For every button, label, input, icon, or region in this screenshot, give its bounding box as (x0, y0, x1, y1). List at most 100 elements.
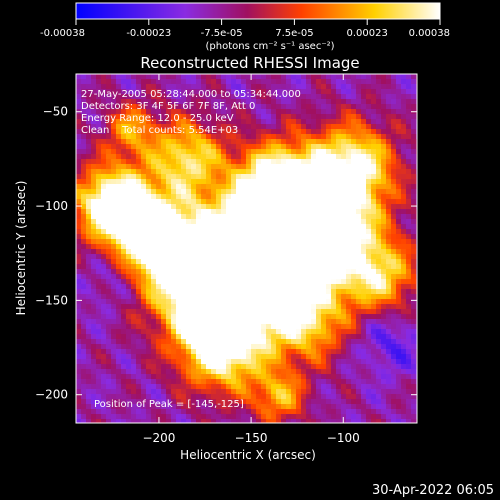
heatmap-cell (371, 319, 377, 325)
heatmap-cell (321, 269, 327, 275)
heatmap-cell (221, 324, 227, 330)
heatmap-cell (156, 259, 162, 265)
heatmap-cell (151, 279, 157, 285)
heatmap-cell (166, 139, 172, 145)
heatmap-cell (76, 144, 82, 150)
heatmap-cell (281, 339, 287, 345)
heatmap-cell (106, 159, 112, 165)
heatmap-cell (366, 414, 372, 420)
heatmap-cell (386, 234, 392, 240)
heatmap-cell (261, 74, 267, 80)
heatmap-cell (76, 249, 82, 255)
heatmap-cell (306, 409, 312, 415)
heatmap-cell (156, 189, 162, 195)
heatmap-cell (131, 274, 137, 280)
heatmap-cell (251, 189, 257, 195)
heatmap-cell (406, 259, 412, 265)
heatmap-cell (166, 199, 172, 205)
heatmap-cell (331, 189, 337, 195)
heatmap-cell (381, 249, 387, 255)
heatmap-cell (286, 199, 292, 205)
heatmap-cell (166, 214, 172, 220)
heatmap-cell (236, 379, 242, 385)
heatmap-cell (171, 349, 177, 355)
heatmap-cell (306, 319, 312, 325)
info-line-energy-range: Energy Range: 12.0 - 25.0 keV (81, 113, 234, 124)
heatmap-cell (181, 264, 187, 270)
heatmap-cell (196, 134, 202, 140)
heatmap-cell (371, 119, 377, 125)
heatmap-cell (411, 299, 417, 305)
heatmap-cell (116, 84, 122, 90)
heatmap-cell (366, 149, 372, 155)
heatmap-cell (406, 154, 412, 160)
heatmap-cell (151, 124, 157, 130)
heatmap-cell (86, 304, 92, 310)
heatmap-cell (191, 99, 197, 105)
heatmap-cell (166, 414, 172, 420)
heatmap-cell (336, 394, 342, 400)
heatmap-cell (346, 334, 352, 340)
heatmap-cell (226, 319, 232, 325)
heatmap-cell (246, 209, 252, 215)
heatmap-cell (291, 189, 297, 195)
heatmap-cell (346, 364, 352, 370)
heatmap-cell (366, 144, 372, 150)
heatmap-cell (111, 244, 117, 250)
heatmap-cell (246, 129, 252, 135)
heatmap-cell (91, 164, 97, 170)
heatmap-cell (176, 129, 182, 135)
heatmap-cell (126, 199, 132, 205)
heatmap-cell (236, 294, 242, 300)
heatmap-cell (256, 384, 262, 390)
heatmap-cell (246, 294, 252, 300)
heatmap-cell (181, 379, 187, 385)
heatmap-cell (291, 194, 297, 200)
heatmap-cell (366, 119, 372, 125)
heatmap-cell (356, 229, 362, 235)
heatmap-cell (171, 79, 177, 85)
heatmap-cell (271, 239, 277, 245)
heatmap-cell (91, 124, 97, 130)
heatmap-cell (271, 419, 277, 423)
heatmap-cell (276, 84, 282, 90)
heatmap-cell (336, 264, 342, 270)
heatmap-cell (111, 249, 117, 255)
heatmap-cell (181, 99, 187, 105)
heatmap-cell (296, 74, 302, 80)
heatmap-cell (91, 359, 97, 365)
heatmap-cell (181, 139, 187, 145)
heatmap-cell (296, 189, 302, 195)
heatmap-cell (151, 194, 157, 200)
heatmap-cell (286, 379, 292, 385)
heatmap-cell (396, 89, 402, 95)
heatmap-cell (191, 134, 197, 140)
heatmap-cell (156, 224, 162, 230)
heatmap-cell (211, 404, 217, 410)
heatmap-cell (306, 404, 312, 410)
heatmap-cell (391, 264, 397, 270)
heatmap-cell (116, 334, 122, 340)
heatmap-cell (106, 99, 112, 105)
heatmap-cell (76, 339, 82, 345)
heatmap-cell (281, 124, 287, 130)
heatmap-cell (376, 209, 382, 215)
heatmap-cell (276, 264, 282, 270)
heatmap-cell (396, 394, 402, 400)
heatmap-cell (281, 199, 287, 205)
heatmap-cell (76, 274, 82, 280)
heatmap-cell (156, 299, 162, 305)
heatmap-cell (346, 384, 352, 390)
heatmap-cell (136, 144, 142, 150)
heatmap-cell (176, 249, 182, 255)
heatmap-cell (206, 364, 212, 370)
heatmap-cell (161, 334, 167, 340)
heatmap-cell (251, 319, 257, 325)
heatmap-cell (411, 249, 417, 255)
heatmap-cell (191, 209, 197, 215)
heatmap-cell (351, 254, 357, 260)
heatmap-cell (121, 154, 127, 160)
heatmap-cell (141, 149, 147, 155)
heatmap-cell (176, 204, 182, 210)
heatmap-cell (286, 249, 292, 255)
